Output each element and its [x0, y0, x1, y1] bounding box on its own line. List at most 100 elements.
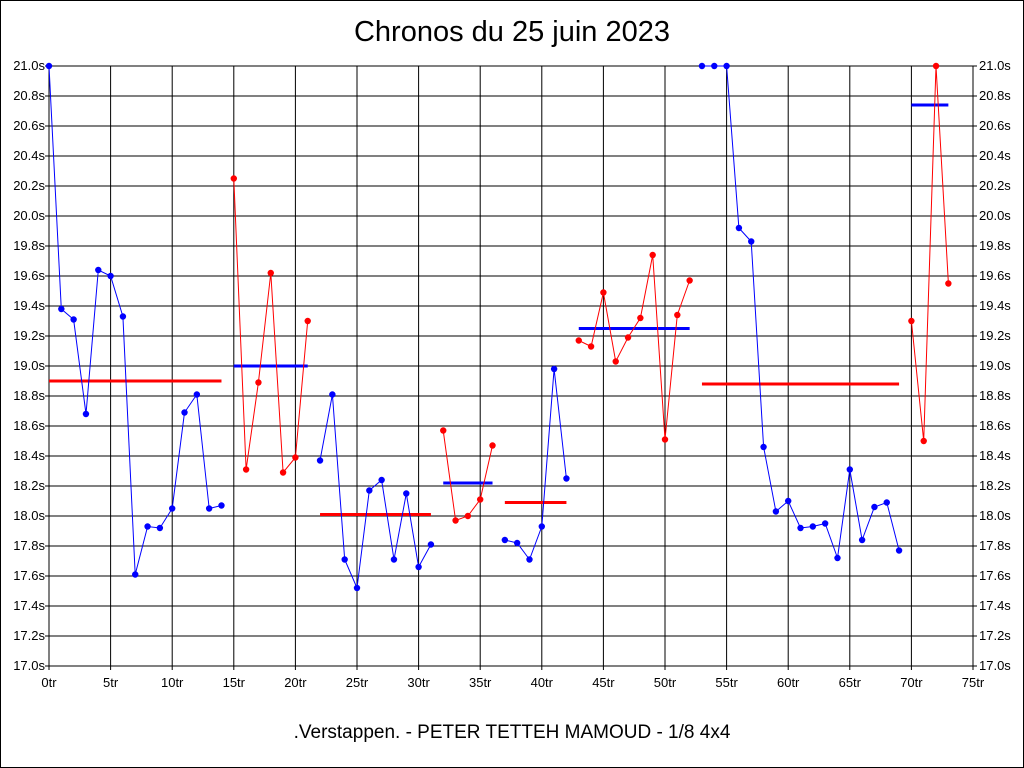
data-point — [624, 334, 632, 341]
y-tick-label-left: 18.8s — [13, 388, 45, 403]
series-line — [910, 65, 949, 442]
data-point — [477, 496, 484, 503]
y-tick-label-left: 19.2s — [13, 328, 45, 343]
data-point — [82, 410, 90, 418]
data-point — [440, 427, 447, 434]
x-tick-label: 35tr — [469, 675, 492, 690]
y-tick-label-left: 18.6s — [13, 418, 45, 433]
y-tick-label-right: 20.6s — [979, 118, 1011, 133]
y-tick-label-right: 20.0s — [979, 208, 1011, 223]
data-point — [920, 437, 927, 445]
data-point — [415, 563, 422, 571]
data-point — [452, 517, 459, 524]
data-point — [390, 556, 398, 563]
data-point — [723, 62, 730, 70]
data-point — [403, 490, 410, 497]
data-point — [45, 62, 53, 70]
y-tick-label-right: 17.2s — [979, 628, 1011, 643]
y-tick-label-left: 18.2s — [13, 478, 45, 493]
data-point — [612, 358, 619, 365]
y-tick-label-right: 18.8s — [979, 388, 1011, 403]
y-tick-label-left: 21.0s — [13, 58, 45, 73]
y-tick-label-left: 20.2s — [13, 178, 45, 193]
data-point — [526, 556, 533, 563]
data-point — [95, 266, 102, 274]
data-point — [70, 316, 77, 323]
data-point — [883, 499, 890, 506]
data-point — [600, 289, 607, 296]
x-tick-label: 65tr — [839, 675, 862, 690]
y-tick-label-right: 17.4s — [979, 598, 1011, 613]
data-point — [316, 457, 324, 464]
y-tick-label-left: 19.6s — [13, 268, 45, 283]
data-point — [809, 523, 817, 530]
y-tick-label-left: 19.0s — [13, 358, 45, 373]
x-tick-label: 0tr — [41, 675, 57, 690]
y-tick-label-left: 20.0s — [13, 208, 45, 223]
y-tick-label-left: 18.4s — [13, 448, 45, 463]
y-tick-label-left: 19.4s — [13, 298, 45, 313]
y-tick-label-left: 20.4s — [13, 148, 45, 163]
x-tick-label: 5tr — [103, 675, 119, 690]
y-tick-label-right: 20.8s — [979, 88, 1011, 103]
data-point — [649, 251, 656, 259]
data-point — [834, 554, 841, 562]
data-point — [908, 317, 915, 325]
y-tick-label-left: 17.0s — [13, 658, 45, 673]
y-tick-label-right: 19.0s — [979, 358, 1011, 373]
data-point — [205, 505, 213, 512]
x-tick-label: 30tr — [407, 675, 430, 690]
y-tick-label-left: 17.4s — [13, 598, 45, 613]
series-line — [319, 394, 432, 590]
data-point — [895, 547, 903, 554]
data-point — [748, 238, 755, 245]
data-point — [144, 523, 151, 530]
y-tick-label-left: 17.6s — [13, 568, 45, 583]
data-point — [193, 391, 201, 398]
data-point — [353, 584, 361, 592]
data-point — [464, 512, 472, 520]
data-point — [304, 317, 311, 325]
x-tick-label: 25tr — [346, 675, 369, 690]
chart-title: Chronos du 25 juin 2023 — [353, 16, 670, 48]
data-point — [760, 443, 767, 451]
y-tick-label-right: 19.6s — [979, 268, 1011, 283]
data-point — [698, 62, 706, 70]
x-tick-label: 55tr — [715, 675, 738, 690]
y-tick-label-right: 19.2s — [979, 328, 1011, 343]
y-tick-label-right: 18.4s — [979, 448, 1011, 463]
data-point — [575, 337, 582, 344]
y-tick-label-right: 18.0s — [979, 508, 1011, 523]
x-tick-label: 45tr — [592, 675, 615, 690]
data-point — [550, 365, 558, 373]
y-tick-label-right: 20.2s — [979, 178, 1011, 193]
data-point — [329, 391, 336, 398]
data-point — [230, 175, 237, 182]
y-tick-label-left: 19.8s — [13, 238, 45, 253]
data-point — [674, 311, 681, 319]
data-point — [932, 62, 940, 70]
y-tick-label-left: 20.8s — [13, 88, 45, 103]
x-tick-label: 75tr — [962, 675, 985, 690]
chart-footer: .Verstappen. - PETER TETTEH MAMOUD - 1/8… — [293, 722, 731, 743]
data-point — [563, 475, 570, 482]
y-tick-label-right: 18.6s — [979, 418, 1011, 433]
data-point — [686, 277, 693, 284]
data-point — [341, 556, 348, 563]
data-point — [119, 313, 127, 320]
data-point — [181, 409, 188, 416]
data-point — [58, 305, 65, 313]
data-point — [218, 502, 225, 509]
y-tick-label-right: 17.0s — [979, 658, 1011, 673]
x-tick-label: 50tr — [654, 675, 677, 690]
data-point — [267, 269, 274, 277]
y-tick-label-right: 21.0s — [979, 58, 1011, 73]
data-point — [489, 442, 496, 449]
series-line — [578, 254, 691, 440]
data-point — [711, 62, 718, 70]
data-point — [661, 436, 669, 443]
data-point — [538, 523, 545, 530]
data-point — [156, 524, 164, 532]
data-point — [821, 520, 829, 527]
